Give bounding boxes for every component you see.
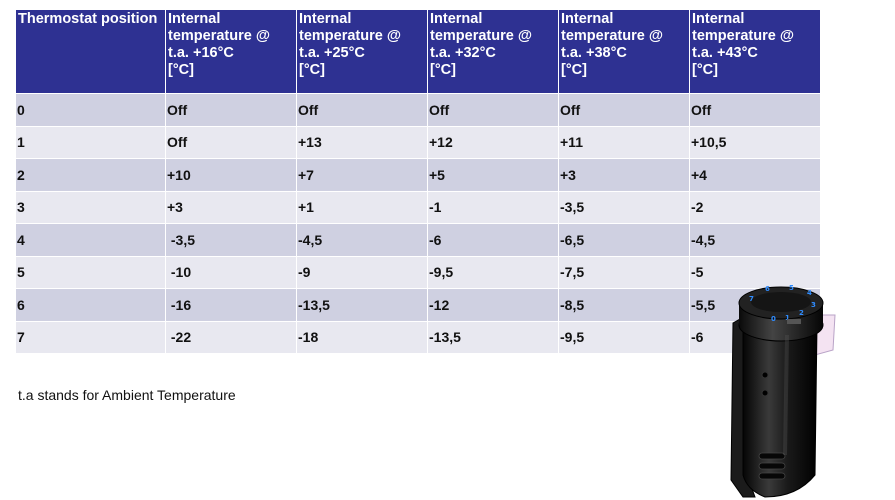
- cell-temp-32: -9,5: [428, 255, 559, 288]
- cell-position: 2: [16, 158, 166, 191]
- cell-temp-32: -12: [428, 288, 559, 321]
- thermostat-device-image: 0 1 2 3 4 5 6 7: [730, 285, 836, 498]
- cell-temp-16: -22: [166, 320, 297, 353]
- cell-temp-25: +13: [297, 125, 428, 158]
- cell-temp-38: -6,5: [559, 223, 690, 256]
- dial-digit-3: 3: [811, 301, 816, 309]
- cell-temp-43: -2: [690, 190, 821, 223]
- table-row: 0 Off Off Off Off Off: [16, 93, 821, 126]
- header-temp-38: Internal temperature @ t.a. +38°C [°C]: [559, 10, 690, 93]
- cell-temp-25: -13,5: [297, 288, 428, 321]
- table-header-row: Thermostat position Internal temperature…: [16, 10, 821, 93]
- cell-temp-43: +4: [690, 158, 821, 191]
- cell-position: 7: [16, 320, 166, 353]
- dial-digit-2: 2: [799, 309, 804, 317]
- table-row: 1 Off +13 +12 +11 +10,5: [16, 125, 821, 158]
- cell-temp-32: -1: [428, 190, 559, 223]
- cell-temp-38: -9,5: [559, 320, 690, 353]
- cell-temp-25: -9: [297, 255, 428, 288]
- footnote-ambient-temperature: t.a stands for Ambient Temperature: [18, 387, 236, 403]
- table-row: 3 +3 +1 -1 -3,5 -2: [16, 190, 821, 223]
- cell-temp-32: Off: [428, 93, 559, 126]
- dial-digit-6: 6: [765, 285, 770, 293]
- cell-temp-32: -6: [428, 223, 559, 256]
- cell-temp-43: -4,5: [690, 223, 821, 256]
- table-row: 4 -3,5 -4,5 -6 -6,5 -4,5: [16, 223, 821, 256]
- cell-position: 3: [16, 190, 166, 223]
- cell-temp-32: +12: [428, 125, 559, 158]
- table-row: 7 -22 -18 -13,5 -9,5 -6: [16, 320, 821, 353]
- header-thermostat-position: Thermostat position: [16, 10, 166, 93]
- dial-digit-4: 4: [807, 289, 812, 297]
- header-temp-25: Internal temperature @ t.a. +25°C [°C]: [297, 10, 428, 93]
- cell-temp-25: -18: [297, 320, 428, 353]
- cell-position: 5: [16, 255, 166, 288]
- cell-temp-38: -7,5: [559, 255, 690, 288]
- cell-temp-25: +1: [297, 190, 428, 223]
- cell-position: 6: [16, 288, 166, 321]
- cell-position: 4: [16, 223, 166, 256]
- cell-temp-38: +11: [559, 125, 690, 158]
- header-temp-32: Internal temperature @ t.a. +32°C [°C]: [428, 10, 559, 93]
- cell-temp-16: -10: [166, 255, 297, 288]
- cell-position: 0: [16, 93, 166, 126]
- cell-temp-16: +3: [166, 190, 297, 223]
- dial-digit-7: 7: [749, 295, 754, 303]
- header-temp-43: Internal temperature @ t.a. +43°C [°C]: [690, 10, 821, 93]
- thermostat-temperature-table: Thermostat position Internal temperature…: [16, 10, 821, 353]
- dial-digit-5: 5: [789, 285, 794, 292]
- cell-temp-38: -8,5: [559, 288, 690, 321]
- cell-temp-38: Off: [559, 93, 690, 126]
- cell-temp-43: Off: [690, 93, 821, 126]
- cell-temp-25: +7: [297, 158, 428, 191]
- cell-temp-16: +10: [166, 158, 297, 191]
- table-row: 5 -10 -9 -9,5 -7,5 -5: [16, 255, 821, 288]
- cell-temp-16: -3,5: [166, 223, 297, 256]
- cell-temp-38: +3: [559, 158, 690, 191]
- cell-temp-32: -13,5: [428, 320, 559, 353]
- cell-temp-43: -5: [690, 255, 821, 288]
- cell-temp-25: -4,5: [297, 223, 428, 256]
- cell-temp-32: +5: [428, 158, 559, 191]
- table-row: 2 +10 +7 +5 +3 +4: [16, 158, 821, 191]
- table-row: 6 -16 -13,5 -12 -8,5 -5,5: [16, 288, 821, 321]
- cell-temp-43: +10,5: [690, 125, 821, 158]
- cell-temp-16: Off: [166, 125, 297, 158]
- cell-temp-25: Off: [297, 93, 428, 126]
- cell-temp-38: -3,5: [559, 190, 690, 223]
- cell-temp-16: -16: [166, 288, 297, 321]
- header-temp-16: Internal temperature @ t.a. +16°C [°C]: [166, 10, 297, 93]
- cell-temp-16: Off: [166, 93, 297, 126]
- dial-digit-1: 1: [785, 314, 790, 322]
- dial-digit-0: 0: [771, 315, 776, 323]
- cell-position: 1: [16, 125, 166, 158]
